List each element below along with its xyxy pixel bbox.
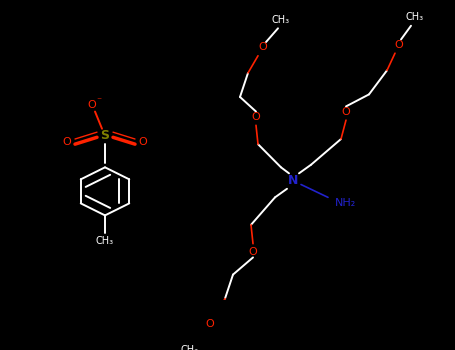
Text: O: O: [206, 319, 214, 329]
Text: NH₂: NH₂: [334, 197, 356, 208]
Text: O: O: [252, 112, 260, 122]
Text: O: O: [88, 100, 96, 110]
Text: CH₃: CH₃: [181, 345, 199, 350]
Text: O: O: [63, 136, 71, 147]
Text: O: O: [248, 247, 258, 257]
Text: CH₃: CH₃: [272, 15, 290, 25]
Text: O: O: [258, 42, 268, 52]
Text: CH₃: CH₃: [96, 236, 114, 246]
Text: ⁻: ⁻: [96, 96, 101, 106]
Text: O: O: [394, 40, 404, 50]
Text: S: S: [101, 129, 110, 142]
Text: CH₃: CH₃: [406, 12, 424, 22]
Text: O: O: [342, 106, 350, 117]
Text: O: O: [139, 136, 147, 147]
Text: N: N: [288, 174, 298, 187]
